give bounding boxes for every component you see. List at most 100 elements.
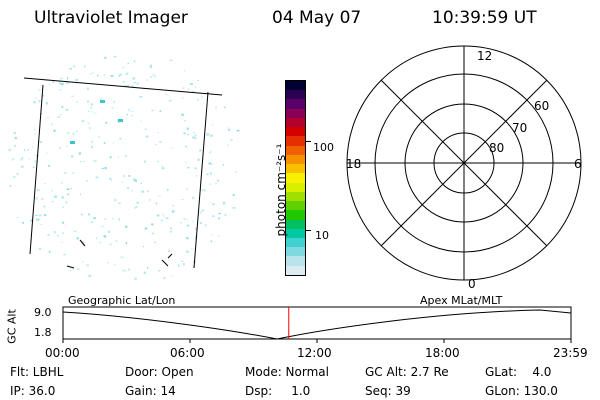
- uv-emission-dot: [194, 137, 197, 140]
- uv-emission-dot: [169, 59, 173, 61]
- uv-emission-dot: [134, 277, 137, 280]
- uv-emission-dot: [93, 160, 97, 163]
- uv-emission-dot: [222, 202, 226, 205]
- uv-emission-dot: [212, 203, 215, 206]
- uv-emission-dot: [194, 134, 197, 137]
- time-label: 10:39:59 UT: [432, 8, 537, 28]
- uv-emission-dot: [41, 198, 44, 200]
- uv-emission-dot: [157, 160, 159, 163]
- colorbar-band: [286, 247, 305, 257]
- colorbar-band: [286, 127, 305, 137]
- uv-emission-dot: [20, 159, 22, 161]
- uv-emission-dot: [34, 133, 37, 135]
- timeline-y-tick: 1.8: [34, 326, 52, 339]
- uv-emission-dot: [182, 263, 185, 266]
- uv-emission-dot: [64, 82, 67, 84]
- uv-emission-dot: [199, 211, 202, 214]
- uv-emission-dot: [136, 201, 139, 204]
- colorbar-band: [286, 219, 305, 229]
- uv-emission-dot: [142, 88, 145, 90]
- uv-emission-dot: [124, 154, 128, 157]
- uv-emission-dot: [144, 128, 147, 130]
- uv-emission-dot: [178, 264, 180, 267]
- uv-emission-dot: [186, 127, 189, 130]
- uv-emission-dot: [118, 75, 120, 77]
- image-grid-line-top: [23, 77, 223, 96]
- uv-emission-dot: [146, 78, 148, 81]
- uv-emission-dot: [51, 123, 53, 126]
- uv-emission-dot: [170, 227, 172, 230]
- uv-emission-dot: [70, 141, 75, 144]
- uv-emission-dot: [66, 145, 69, 147]
- timeline-x-tick: 00:00: [45, 346, 80, 360]
- uv-emission-dot: [222, 164, 224, 166]
- uv-emission-dot: [119, 73, 122, 76]
- uv-emission-dot: [76, 130, 78, 132]
- uv-emission-dot: [111, 107, 114, 109]
- uv-emission-dot: [38, 214, 42, 217]
- uv-emission-dot: [89, 73, 92, 75]
- timeline-x-ticks: [62, 339, 572, 343]
- uv-emission-dot: [27, 149, 29, 152]
- colorbar-tick: [306, 141, 311, 142]
- uv-emission-dot: [76, 82, 78, 85]
- uv-emission-dot: [186, 224, 190, 227]
- uv-emission-dot: [105, 121, 108, 124]
- uv-emission-dot: [171, 147, 174, 149]
- mlt-label-0: 0: [468, 277, 476, 290]
- uv-emission-dot: [61, 105, 64, 109]
- uv-emission-dot: [197, 158, 200, 161]
- timeline-left-label: Geographic Lat/Lon: [68, 294, 176, 307]
- uv-emission-dot: [144, 160, 146, 163]
- uv-emission-dot: [118, 218, 120, 221]
- uv-emission-dot: [127, 84, 129, 87]
- uv-emission-dot: [118, 156, 119, 158]
- mlt-label-12: 12: [477, 49, 492, 63]
- uv-emission-dot: [223, 106, 226, 109]
- uv-emission-dot: [119, 138, 122, 140]
- uv-emission-dot: [95, 176, 99, 179]
- mlt-label-6: 6: [574, 157, 582, 171]
- uv-emission-dot: [224, 213, 227, 216]
- uv-emission-dot: [208, 162, 212, 165]
- uv-emission-dot: [51, 190, 53, 192]
- uv-emission-dot: [187, 88, 190, 91]
- uv-emission-dot: [66, 77, 68, 80]
- uv-emission-dot: [113, 100, 115, 103]
- colorbar-band: [286, 201, 305, 211]
- uv-emission-dot: [75, 79, 78, 81]
- uv-emission-dot: [83, 161, 85, 163]
- uv-emission-dot: [141, 190, 145, 193]
- uv-emission-dot: [91, 72, 95, 74]
- uv-emission-dot: [143, 271, 146, 274]
- uv-emission-dot: [79, 193, 81, 196]
- uv-emission-dot: [35, 214, 38, 216]
- uv-emission-dot: [180, 222, 182, 224]
- uv-emission-dot: [232, 194, 235, 197]
- uv-emission-dot: [132, 77, 135, 80]
- uv-emission-dot: [217, 179, 220, 182]
- uv-emission-dot: [71, 155, 74, 158]
- uv-emission-dot: [122, 81, 125, 83]
- uv-emission-dot: [49, 83, 51, 86]
- colorbar-band: [286, 228, 305, 238]
- lat-label-80: 80: [489, 141, 504, 155]
- uv-emission-dot: [163, 277, 166, 279]
- uv-emission-dot: [181, 260, 184, 262]
- uv-emission-dot: [187, 134, 189, 136]
- uv-emission-dot: [114, 263, 116, 266]
- uv-emission-dot: [151, 109, 154, 112]
- uv-emission-dot: [72, 172, 75, 174]
- image-tick-mark: [66, 265, 75, 269]
- uv-emission-dot: [135, 206, 138, 208]
- uv-emission-dot: [147, 266, 149, 269]
- uv-emission-dot: [16, 173, 19, 175]
- uv-emission-dot: [66, 188, 70, 190]
- uv-emission-dot: [168, 100, 172, 102]
- uv-emission-dot: [209, 183, 212, 186]
- uv-emission-dot: [123, 174, 126, 178]
- uv-emission-dot: [133, 60, 136, 63]
- uv-emission-dot: [133, 81, 136, 84]
- uv-emission-dot: [156, 214, 160, 217]
- uv-emission-dot: [91, 111, 94, 113]
